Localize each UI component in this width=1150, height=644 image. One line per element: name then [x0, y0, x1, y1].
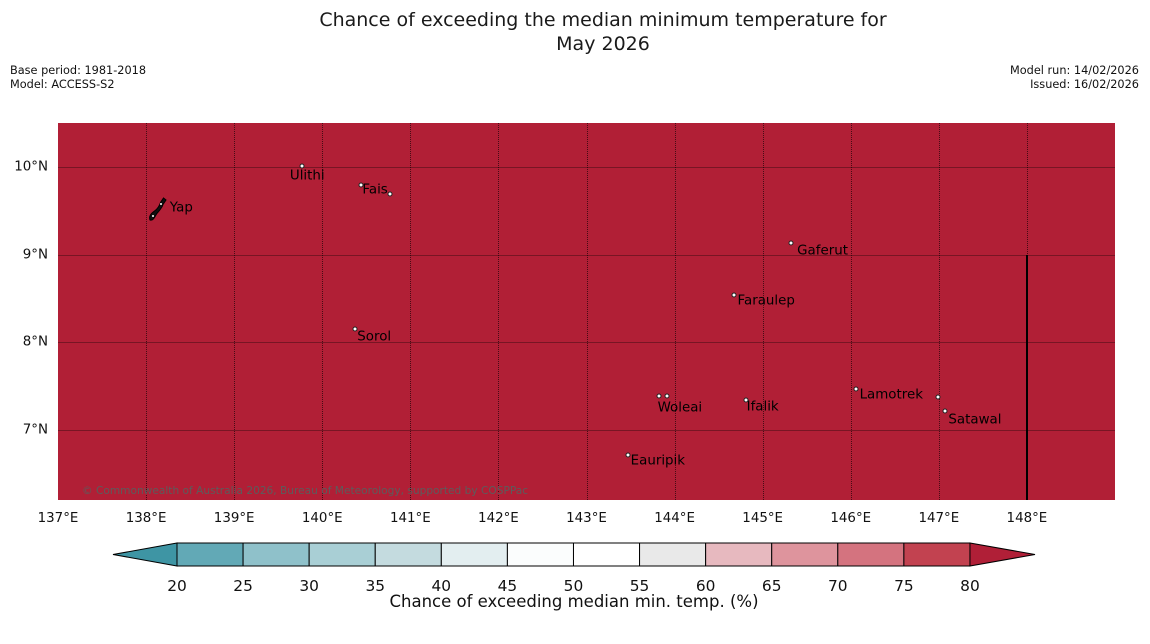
island-dot: [664, 393, 670, 399]
colorbar-label: Chance of exceeding median min. temp. (%…: [389, 592, 759, 611]
colorbar-tick-label: 20: [167, 577, 187, 595]
colorbar-tick-label: 75: [894, 577, 914, 595]
base-period-text: Base period: 1981-2018: [10, 64, 147, 77]
x-tick-label: 137°E: [37, 511, 79, 526]
place-label: Woleai: [657, 400, 703, 416]
x-tick-label: 142°E: [478, 511, 519, 526]
colorbar-segment: [572, 542, 641, 567]
island-dot: [299, 163, 305, 169]
colorbar-tick-label: 35: [365, 577, 386, 595]
place-label: Lamotrek: [859, 387, 923, 403]
x-tick-label: 139°E: [213, 511, 255, 526]
colorbar-segment: [639, 542, 707, 567]
yap-island-icon: [149, 197, 167, 221]
colorbar-tick-label: 25: [233, 577, 253, 595]
lon-gridline: [586, 123, 588, 500]
page-title-line2: May 2026: [556, 33, 650, 55]
island-dot: [853, 386, 859, 392]
lon-gridline: [938, 123, 940, 500]
lon-gridline: [234, 123, 236, 500]
island-dot: [743, 397, 749, 403]
y-tick-label: 10°N: [14, 159, 48, 175]
copyright-text: © Commonwealth of Australia 2026, Bureau…: [82, 485, 529, 497]
x-tick-label: 138°E: [125, 511, 167, 526]
island-dot: [352, 326, 358, 332]
x-tick-label: 145°E: [742, 511, 784, 526]
colorbar-tick-label: 70: [828, 577, 848, 595]
colorbar-segment: [176, 542, 244, 567]
model-metadata-right: Model run: 14/02/2026 Issued: 16/02/2026: [1010, 64, 1139, 92]
place-label: Eauripik: [630, 453, 686, 469]
colorbar-tick-label: 40: [431, 577, 452, 595]
colorbar-segment: [705, 542, 773, 567]
colorbar-tick-label: 55: [629, 577, 650, 595]
colorbar-segment: [837, 542, 905, 567]
colorbar-tick-label: 30: [299, 577, 319, 595]
colorbar-segment: [440, 542, 508, 567]
lon-gridline: [146, 123, 148, 500]
model-run-text: Model run: 14/02/2026: [1010, 64, 1139, 77]
colorbar-tick-label: 45: [497, 577, 518, 595]
colorbar-tick-label: 50: [563, 577, 584, 595]
colorbar-segment: [242, 542, 310, 567]
issued-text: Issued: 16/02/2026: [1030, 78, 1139, 91]
place-label: Yap: [169, 200, 193, 216]
island-dot: [731, 292, 737, 298]
y-tick-label: 9°N: [22, 247, 48, 262]
x-tick-label: 148°E: [1006, 511, 1048, 526]
colorbar-segment: [374, 542, 442, 567]
lon-gridline: [674, 123, 676, 500]
island-dot: [656, 393, 662, 399]
lon-gridline: [322, 123, 324, 500]
state-boundary-line: [1025, 254, 1028, 500]
island-dot: [942, 408, 948, 414]
page-title-line1: Chance of exceeding the median minimum t…: [319, 9, 887, 31]
model-metadata-left: Base period: 1981-2018 Model: ACCESS-S2: [10, 64, 146, 92]
island-dot: [358, 182, 364, 188]
colorbar-segment: [903, 542, 971, 567]
lon-gridline: [410, 123, 412, 500]
island-dot: [387, 191, 393, 197]
place-label: Satawal: [948, 412, 1002, 428]
place-label: Ulithi: [289, 168, 325, 184]
colorbar-left-arrow: [112, 542, 178, 567]
colorbar-tick-label: 65: [761, 577, 782, 595]
x-tick-label: 141°E: [389, 511, 431, 526]
island-dot: [788, 240, 794, 246]
x-tick-label: 143°E: [566, 511, 607, 526]
island-dot: [935, 394, 941, 400]
colorbar-tick-label: 80: [960, 577, 980, 595]
place-label: Fais: [362, 182, 388, 198]
y-tick-label: 7°N: [22, 422, 48, 438]
island-dot: [625, 452, 631, 458]
colorbar-segment: [771, 542, 839, 567]
y-tick-label: 8°N: [22, 334, 48, 350]
model-name-text: Model: ACCESS-S2: [10, 78, 115, 91]
colorbar-segment: [308, 542, 376, 567]
lon-gridline: [498, 123, 500, 500]
colorbar-segment: [506, 542, 574, 567]
x-tick-label: 146°E: [830, 511, 872, 526]
x-tick-label: 140°E: [301, 511, 343, 526]
place-label: Faraulep: [737, 293, 795, 309]
colorbar-tick-label: 60: [695, 577, 716, 595]
place-label: Gaferut: [797, 243, 848, 259]
colorbar-right-arrow: [969, 542, 1036, 567]
x-tick-label: 147°E: [918, 511, 960, 526]
place-label: Sorol: [357, 329, 392, 345]
lon-gridline: [850, 123, 852, 500]
lon-gridline: [762, 123, 764, 500]
place-label: Ifalik: [746, 399, 779, 415]
x-tick-label: 144°E: [654, 511, 695, 526]
